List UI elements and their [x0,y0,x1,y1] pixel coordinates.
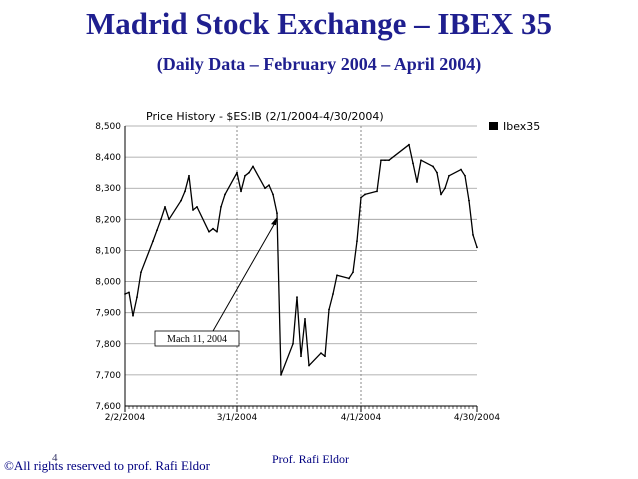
data-point [304,317,306,320]
y-tick-label: 8,400 [95,153,121,163]
data-point [268,184,270,187]
data-point [420,159,422,162]
data-point [308,364,310,367]
data-point [448,174,450,177]
x-tick-label: 4/30/2004 [454,413,500,423]
data-point [364,193,366,196]
data-point [152,240,154,243]
legend-swatch [489,122,498,130]
data-point [464,174,466,177]
data-point [476,246,478,249]
annotation-box [154,330,240,347]
data-point [336,274,338,277]
x-tick-label: 4/1/2004 [341,413,382,423]
data-point [292,342,294,345]
y-tick-label: 8,300 [95,184,121,194]
data-point [140,271,142,274]
data-point [384,159,386,162]
data-point [352,271,354,274]
data-point [360,196,362,199]
data-point [252,165,254,168]
data-point [432,165,434,168]
data-point [240,190,242,193]
data-point [160,218,162,221]
data-point [332,293,334,295]
data-point [468,199,470,202]
data-point [220,205,222,208]
legend-label: Ibex35 [503,120,540,133]
data-point [408,143,410,146]
slide-subtitle: (Daily Data – February 2004 – April 2004… [156,54,482,74]
data-point [444,187,446,190]
slide-number: 4 [52,452,58,464]
annotation-label: Mach 11, 2004 [167,334,227,345]
chart-title: Price History - $ES:IB (2/1/2004-4/30/20… [146,110,384,123]
data-point [276,212,278,215]
y-tick-label: 8,500 [95,122,121,132]
data-point [196,205,198,208]
data-point [124,293,126,295]
y-tick-label: 7,900 [95,309,121,319]
data-point [224,193,226,196]
data-point [436,171,438,174]
y-tick-label: 8,100 [95,246,121,256]
data-point [180,199,182,202]
data-point [300,355,302,358]
data-point [328,308,330,311]
author-credit: Prof. Rafi Eldor [272,452,349,466]
data-point [440,193,442,196]
y-tick-label: 8,000 [95,278,121,288]
data-point [184,190,186,193]
data-point [188,174,190,177]
data-point [376,190,378,193]
y-tick-label: 7,700 [95,371,121,381]
data-point [132,314,134,317]
data-point [412,162,414,165]
data-point [192,209,194,211]
slide-title: Madrid Stock Exchange – IBEX 35 [86,6,552,41]
x-tick-label: 3/1/2004 [217,413,258,423]
data-point [388,159,390,162]
data-point [248,171,250,174]
data-point [264,187,266,190]
data-point [208,230,210,233]
y-tick-label: 7,600 [95,402,121,412]
price-history-chart: Price History - $ES:IB (2/1/2004-4/30/20… [73,108,568,426]
data-point [356,240,358,243]
data-point [136,296,138,299]
data-point [380,159,382,162]
data-point [128,291,130,294]
y-tick-label: 7,800 [95,340,121,350]
data-point [168,218,170,221]
data-point [324,355,326,358]
data-point [216,230,218,233]
annotation-arrowhead [271,217,277,226]
data-point [320,352,322,355]
data-point [472,233,474,236]
data-point [212,227,214,230]
data-point [244,174,246,177]
data-point [460,168,462,171]
data-point [296,296,298,299]
annotation-arrow-line [212,220,277,332]
data-point [416,181,418,183]
x-tick-label: 2/2/2004 [105,413,146,423]
data-point [156,229,158,232]
data-point [164,205,166,208]
data-point [272,193,274,196]
data-point [236,171,238,174]
y-tick-label: 8,200 [95,215,121,225]
copyright-notice: ©All rights reserved to prof. Rafi Eldor [4,458,210,473]
data-point [348,277,350,280]
data-point [280,373,282,376]
